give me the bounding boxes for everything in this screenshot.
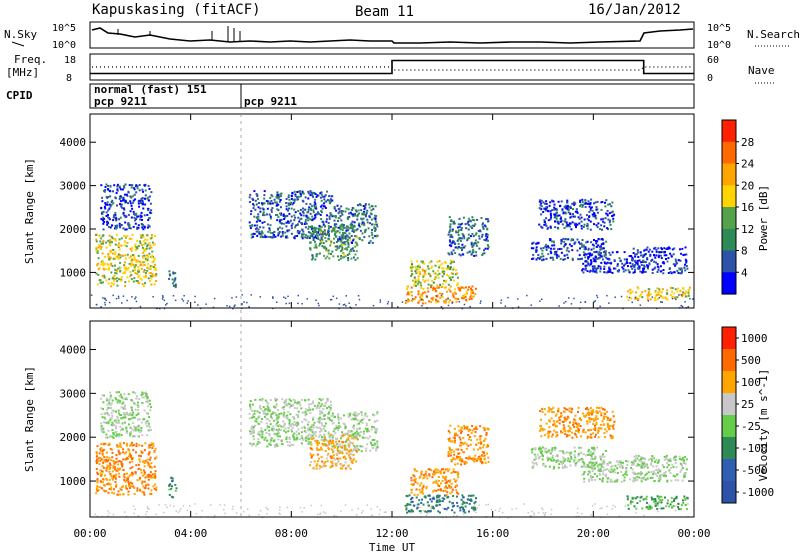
cpid-segment-1: pcp 9211: [94, 95, 147, 108]
power-ytick-3: 4000: [60, 136, 87, 149]
power-region-1: [100, 184, 152, 231]
power-colorbar-tick-4: 20: [741, 179, 754, 192]
power-region-12: [631, 246, 688, 274]
power-ylabel: Slant Range [km]: [23, 158, 36, 264]
power-data: [91, 184, 694, 310]
power-colorbar-label: Power [dB]: [757, 185, 770, 251]
velocity-panel: Slant Range [km] 1000 2000 3000 4000 1000 50…: [23, 321, 774, 519]
power-colorbar-seg-2: [722, 164, 736, 186]
velocity-region-6: [405, 494, 477, 513]
velocity-ytick-0: 1000: [60, 475, 87, 488]
power-region-8: [447, 216, 489, 257]
velocity-colorbar-seg-0: [722, 327, 736, 350]
velocity-ylabel: Slant Range [km]: [23, 366, 36, 472]
x-tick-3: 12:00: [375, 527, 408, 540]
freq-tick-top: 18: [64, 55, 76, 66]
velocity-colorbar-seg-1: [722, 349, 736, 372]
x-tick-0: 00:00: [73, 527, 106, 540]
cpid-row: CPID normal (fast) 151 pcp 9211 pcp 9211: [6, 83, 694, 108]
velocity-colorbar-seg-5: [722, 437, 736, 460]
velocity-colorbar-tick-0: 1000: [741, 332, 768, 345]
velocity-colorbar-seg-4: [722, 415, 736, 438]
cpid-label: CPID: [6, 89, 33, 102]
x-tick-2: 08:00: [275, 527, 308, 540]
velocity-colorbar-label: Velocity [m s^-1]: [757, 369, 770, 482]
power-colorbar-seg-7: [722, 272, 736, 294]
power-ytick-2: 3000: [60, 180, 87, 193]
velocity-region-8: [447, 425, 489, 466]
nave-tick-bottom: 0: [707, 73, 713, 84]
nsearch-tick-bottom: 10^0: [707, 40, 731, 51]
velocity-colorbar-seg-2: [722, 371, 736, 394]
power-colorbar-tick-0: 4: [741, 266, 748, 279]
power-region-13: [626, 286, 691, 301]
freq-panel: Freq. [MHz] 18 8 60 0 Nave: [6, 53, 775, 84]
nave-tick-top: 60: [707, 55, 719, 66]
station-title: Kapuskasing (fitACF): [92, 2, 261, 18]
nsearch-tick-top: 10^5: [707, 23, 731, 34]
velocity-region-1: [100, 391, 152, 439]
velocity-ytick-3: 4000: [60, 344, 87, 357]
power-colorbar-seg-3: [722, 185, 736, 207]
x-tick-4: 16:00: [476, 527, 509, 540]
power-region-10: [538, 199, 615, 231]
velocity-data: [94, 391, 689, 518]
velocity-region-3: [249, 398, 334, 448]
power-colorbar-seg-5: [722, 229, 736, 251]
velocity-region-10: [539, 407, 616, 440]
beam-title: Beam 11: [355, 4, 414, 20]
power-colorbar-tick-5: 24: [741, 158, 755, 171]
freq-tick-bottom: 8: [66, 73, 72, 84]
velocity-region-7: [410, 468, 459, 496]
power-region-2: [168, 270, 177, 288]
velocity-colorbar-seg-3: [722, 393, 736, 416]
nsky-panel: N.Sky 10^5 10^0 10^5 10^0 N.Search: [4, 22, 800, 51]
x-axis-label: Time UT: [369, 541, 416, 554]
power-ytick-1: 2000: [60, 223, 87, 236]
velocity-region-13: [627, 495, 689, 510]
velocity-region-2: [168, 477, 177, 499]
date-title: 16/Jan/2012: [588, 2, 681, 18]
power-colorbar-seg-6: [722, 251, 736, 273]
velocity-colorbar-tick-3: 25: [741, 398, 754, 411]
velocity-ytick-1: 2000: [60, 431, 87, 444]
power-region-7: [410, 260, 459, 287]
velocity-colorbar-seg-7: [722, 481, 736, 504]
power-colorbar-seg-1: [722, 142, 736, 164]
power-colorbar-seg-0: [722, 120, 736, 142]
nsky-label: N.Sky: [4, 28, 37, 41]
power-colorbar-seg-4: [722, 207, 736, 229]
velocity-region-9: [531, 446, 607, 469]
x-tick-1: 04:00: [174, 527, 207, 540]
power-colorbar-tick-3: 16: [741, 201, 754, 214]
power-colorbar-tick-6: 28: [741, 136, 754, 149]
nsky-tick-bottom: 10^0: [52, 40, 76, 51]
power-panel: Slant Range [km] 1000 2000 3000 4000 4 8 12 16…: [23, 114, 770, 310]
velocity-colorbar-tick-7: -1000: [741, 486, 774, 499]
velocity-region-12: [632, 455, 688, 483]
cpid-segment-2: pcp 9211: [244, 95, 297, 108]
velocity-colorbar-seg-6: [722, 459, 736, 482]
nsky-trace: [92, 28, 693, 43]
nsearch-label: N.Search: [747, 28, 800, 41]
power-ytick-0: 1000: [60, 266, 87, 279]
velocity-ytick-2: 3000: [60, 387, 87, 400]
nave-label: Nave: [748, 64, 775, 77]
velocity-colorbar-tick-1: 500: [741, 354, 761, 367]
velocity-region-0: [95, 442, 157, 496]
x-axis: 00:00 04:00 08:00 12:00 16:00 20:00 00:00: [73, 114, 710, 540]
nsky-tick-top: 10^5: [52, 23, 76, 34]
freq-unit-label: [MHz]: [6, 66, 39, 79]
power-region-0: [95, 234, 157, 288]
x-tick-6: 00:00: [677, 527, 710, 540]
freq-label: Freq.: [14, 53, 47, 66]
power-colorbar-tick-2: 12: [741, 223, 754, 236]
x-tick-5: 20:00: [577, 527, 610, 540]
power-colorbar-tick-1: 8: [741, 245, 748, 258]
